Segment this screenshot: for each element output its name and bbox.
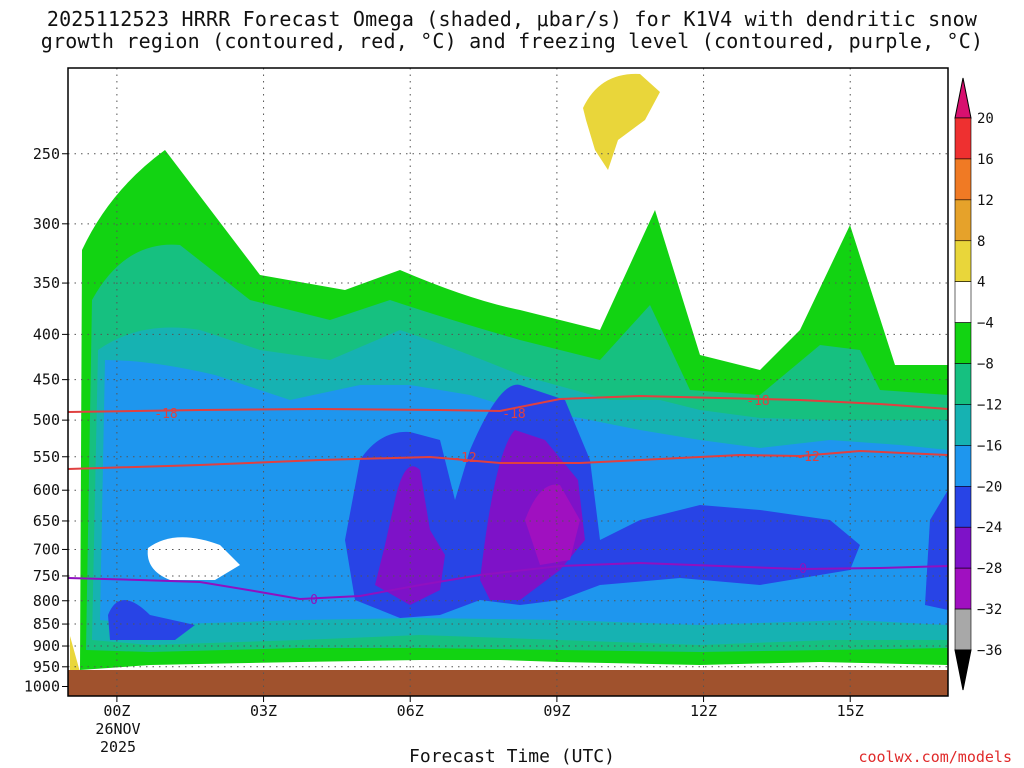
y-tick-label: 900: [33, 637, 60, 655]
colorbar-swatch: [954, 281, 972, 323]
y-tick-label: 250: [33, 145, 60, 163]
contour-label-minus-18-a: -18: [154, 407, 177, 422]
title-line-2: growth region (contoured, red, °C) and f…: [40, 29, 984, 53]
contour-label-0-b: 0: [799, 562, 807, 577]
y-tick-label: 600: [33, 481, 60, 499]
y-tick-label: 750: [33, 567, 60, 585]
y-tick-label: 550: [33, 448, 60, 466]
colorbar-swatch: [954, 486, 972, 528]
contour-label-minus-18-c: -18: [746, 394, 769, 409]
title-line-1: 2025112523 HRRR Forecast Omega (shaded, …: [46, 7, 978, 31]
y-tick-label: 300: [33, 215, 60, 233]
colorbar-tick-label: 4: [977, 275, 985, 291]
colorbar-tick-label: −4: [977, 316, 994, 332]
colorbar-swatch: [954, 158, 972, 201]
ground-surface: [68, 670, 948, 696]
omega-region-minus-20-east: [925, 490, 948, 610]
colorbar-swatch: [954, 526, 972, 569]
contour-minus-18: [67, 394, 949, 413]
omega-region-positive: [583, 73, 660, 170]
omega-region-minus-24: [375, 466, 445, 605]
y-tick-label: 450: [33, 371, 60, 389]
colorbar-tick-label: 16: [977, 152, 994, 168]
colorbar-tick-label: −8: [977, 357, 994, 373]
colorbar-swatch: [954, 199, 972, 242]
contour-label-0-a: 0: [310, 593, 318, 608]
temperature-contours: -18 -18 -18 -12 -12 0 0: [67, 394, 949, 608]
y-tick-label: 950: [33, 658, 60, 676]
x-tick-label: 15Z: [837, 702, 864, 720]
grid-lines: [68, 68, 948, 696]
x-tick-label: 06Z: [397, 702, 424, 720]
colorbar-swatch: [954, 117, 972, 160]
colorbar-swatch: [954, 363, 972, 405]
colorbar-tick-label: −32: [977, 602, 1002, 618]
x-tick-label: 00Z: [103, 702, 130, 720]
x-tick-label: 09Z: [543, 702, 570, 720]
contour-label-minus-12-a: -12: [453, 451, 476, 466]
colorbar-swatch: [954, 445, 972, 487]
omega-region-positive-sw: [70, 636, 80, 672]
omega-region-minus-28: [525, 484, 580, 565]
colorbar-swatch: [954, 240, 972, 282]
colorbar-swatch: [954, 608, 972, 651]
colorbar-tick-label: 20: [977, 111, 994, 127]
colorbar-swatch: [954, 322, 972, 364]
y-tick-label: 800: [33, 592, 60, 610]
colorbar-tick-label: −24: [977, 520, 1002, 536]
y-tick-label: 500: [33, 411, 60, 429]
colorbar-tick-label: −12: [977, 397, 1002, 413]
omega-hole-white: [147, 537, 240, 580]
colorbar-tick-label: 8: [977, 234, 985, 250]
y-tick-label: 650: [33, 512, 60, 530]
y-tick-label: 1000: [24, 678, 60, 696]
x-axis: 00Z 03Z 06Z 09Z 12Z 15Z: [103, 696, 864, 720]
colorbar-tick-label: −36: [977, 643, 1002, 659]
colorbar-tick-label: −28: [977, 561, 1002, 577]
x-date-label-month: 26NOV: [95, 720, 140, 738]
colorbar: 20 16 12 8 4 −4 −8 −12 −16 −20 −24 −28 −32 −36: [954, 77, 1002, 691]
colorbar-swatch: [954, 404, 972, 446]
y-axis: 250 300 350 400 450 500 550 600 650 700 750 800 850 9…: [24, 145, 68, 696]
credit-link[interactable]: coolwx.com/models: [858, 748, 1012, 766]
y-tick-label: 850: [33, 615, 60, 633]
x-date-label-year: 2025: [100, 738, 136, 756]
colorbar-tick-label: 12: [977, 193, 994, 209]
x-tick-label: 03Z: [250, 702, 277, 720]
colorbar-tick-label: −16: [977, 438, 1002, 454]
colorbar-swatch: [954, 567, 972, 610]
colorbar-top-arrow: [954, 77, 972, 119]
colorbar-tick-label: −20: [977, 479, 1002, 495]
x-tick-label: 12Z: [690, 702, 717, 720]
y-tick-label: 400: [33, 325, 60, 343]
contour-label-minus-12-b: -12: [796, 450, 819, 465]
contour-minus-12: [67, 449, 949, 470]
y-tick-label: 350: [33, 274, 60, 292]
contour-0: [67, 561, 949, 601]
omega-region-minus-20: [345, 384, 860, 618]
omega-region-minus-20-low: [108, 600, 195, 640]
colorbar-bottom-arrow: [954, 649, 972, 691]
chart-title: 2025112523 HRRR Forecast Omega (shaded, …: [0, 8, 1024, 52]
omega-shading: [68, 68, 948, 696]
x-axis-label: Forecast Time (UTC): [409, 746, 615, 767]
contour-label-minus-18-b: -18: [502, 407, 525, 422]
y-tick-label: 700: [33, 540, 60, 558]
plot-frame: [67, 67, 949, 697]
